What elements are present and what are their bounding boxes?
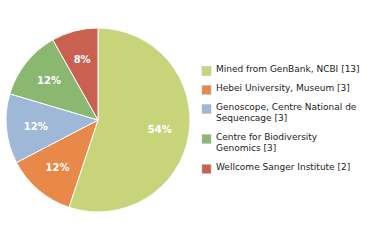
slice-labels: 54% 12% 12% 12% 8% (24, 54, 172, 173)
legend-swatch (202, 67, 211, 76)
legend-line: Mined from GenBank, NCBI [13] (216, 64, 360, 74)
legend-swatch (202, 86, 211, 95)
legend-entry: Wellcome Sanger Institute [2] (216, 162, 350, 172)
legend: Mined from GenBank, NCBI [13] Hebei Unive… (202, 64, 360, 174)
legend-line: Hebei University, Museum [3] (216, 83, 350, 93)
slice-label: 54% (148, 124, 172, 135)
legend-entry: Mined from GenBank, NCBI [13] (216, 64, 360, 74)
legend-entry: Centre for BiodiversityGenomics [3] (216, 132, 318, 153)
slices (6, 28, 190, 212)
slice-label: 12% (37, 75, 61, 86)
chart: 54% 12% 12% 12% 8% Mined from GenBank, NCBI [… (0, 0, 380, 240)
legend-line: Genoscope, Centre National de (216, 102, 357, 112)
legend-line: Centre for Biodiversity (216, 132, 318, 142)
legend-line: Sequencage [3] (216, 113, 287, 123)
legend-entry: Hebei University, Museum [3] (216, 83, 350, 93)
legend-swatch (202, 135, 211, 144)
legend-entry: Genoscope, Centre National deSequencage … (216, 102, 357, 123)
legend-swatch (202, 165, 211, 174)
legend-swatch (202, 105, 211, 114)
legend-line: Wellcome Sanger Institute [2] (216, 162, 350, 172)
slice-label: 8% (74, 54, 91, 65)
background (0, 0, 380, 240)
legend-line: Genomics [3] (216, 143, 276, 153)
slice (53, 28, 98, 120)
slice-label: 12% (45, 162, 69, 173)
slice-label: 12% (24, 121, 48, 132)
